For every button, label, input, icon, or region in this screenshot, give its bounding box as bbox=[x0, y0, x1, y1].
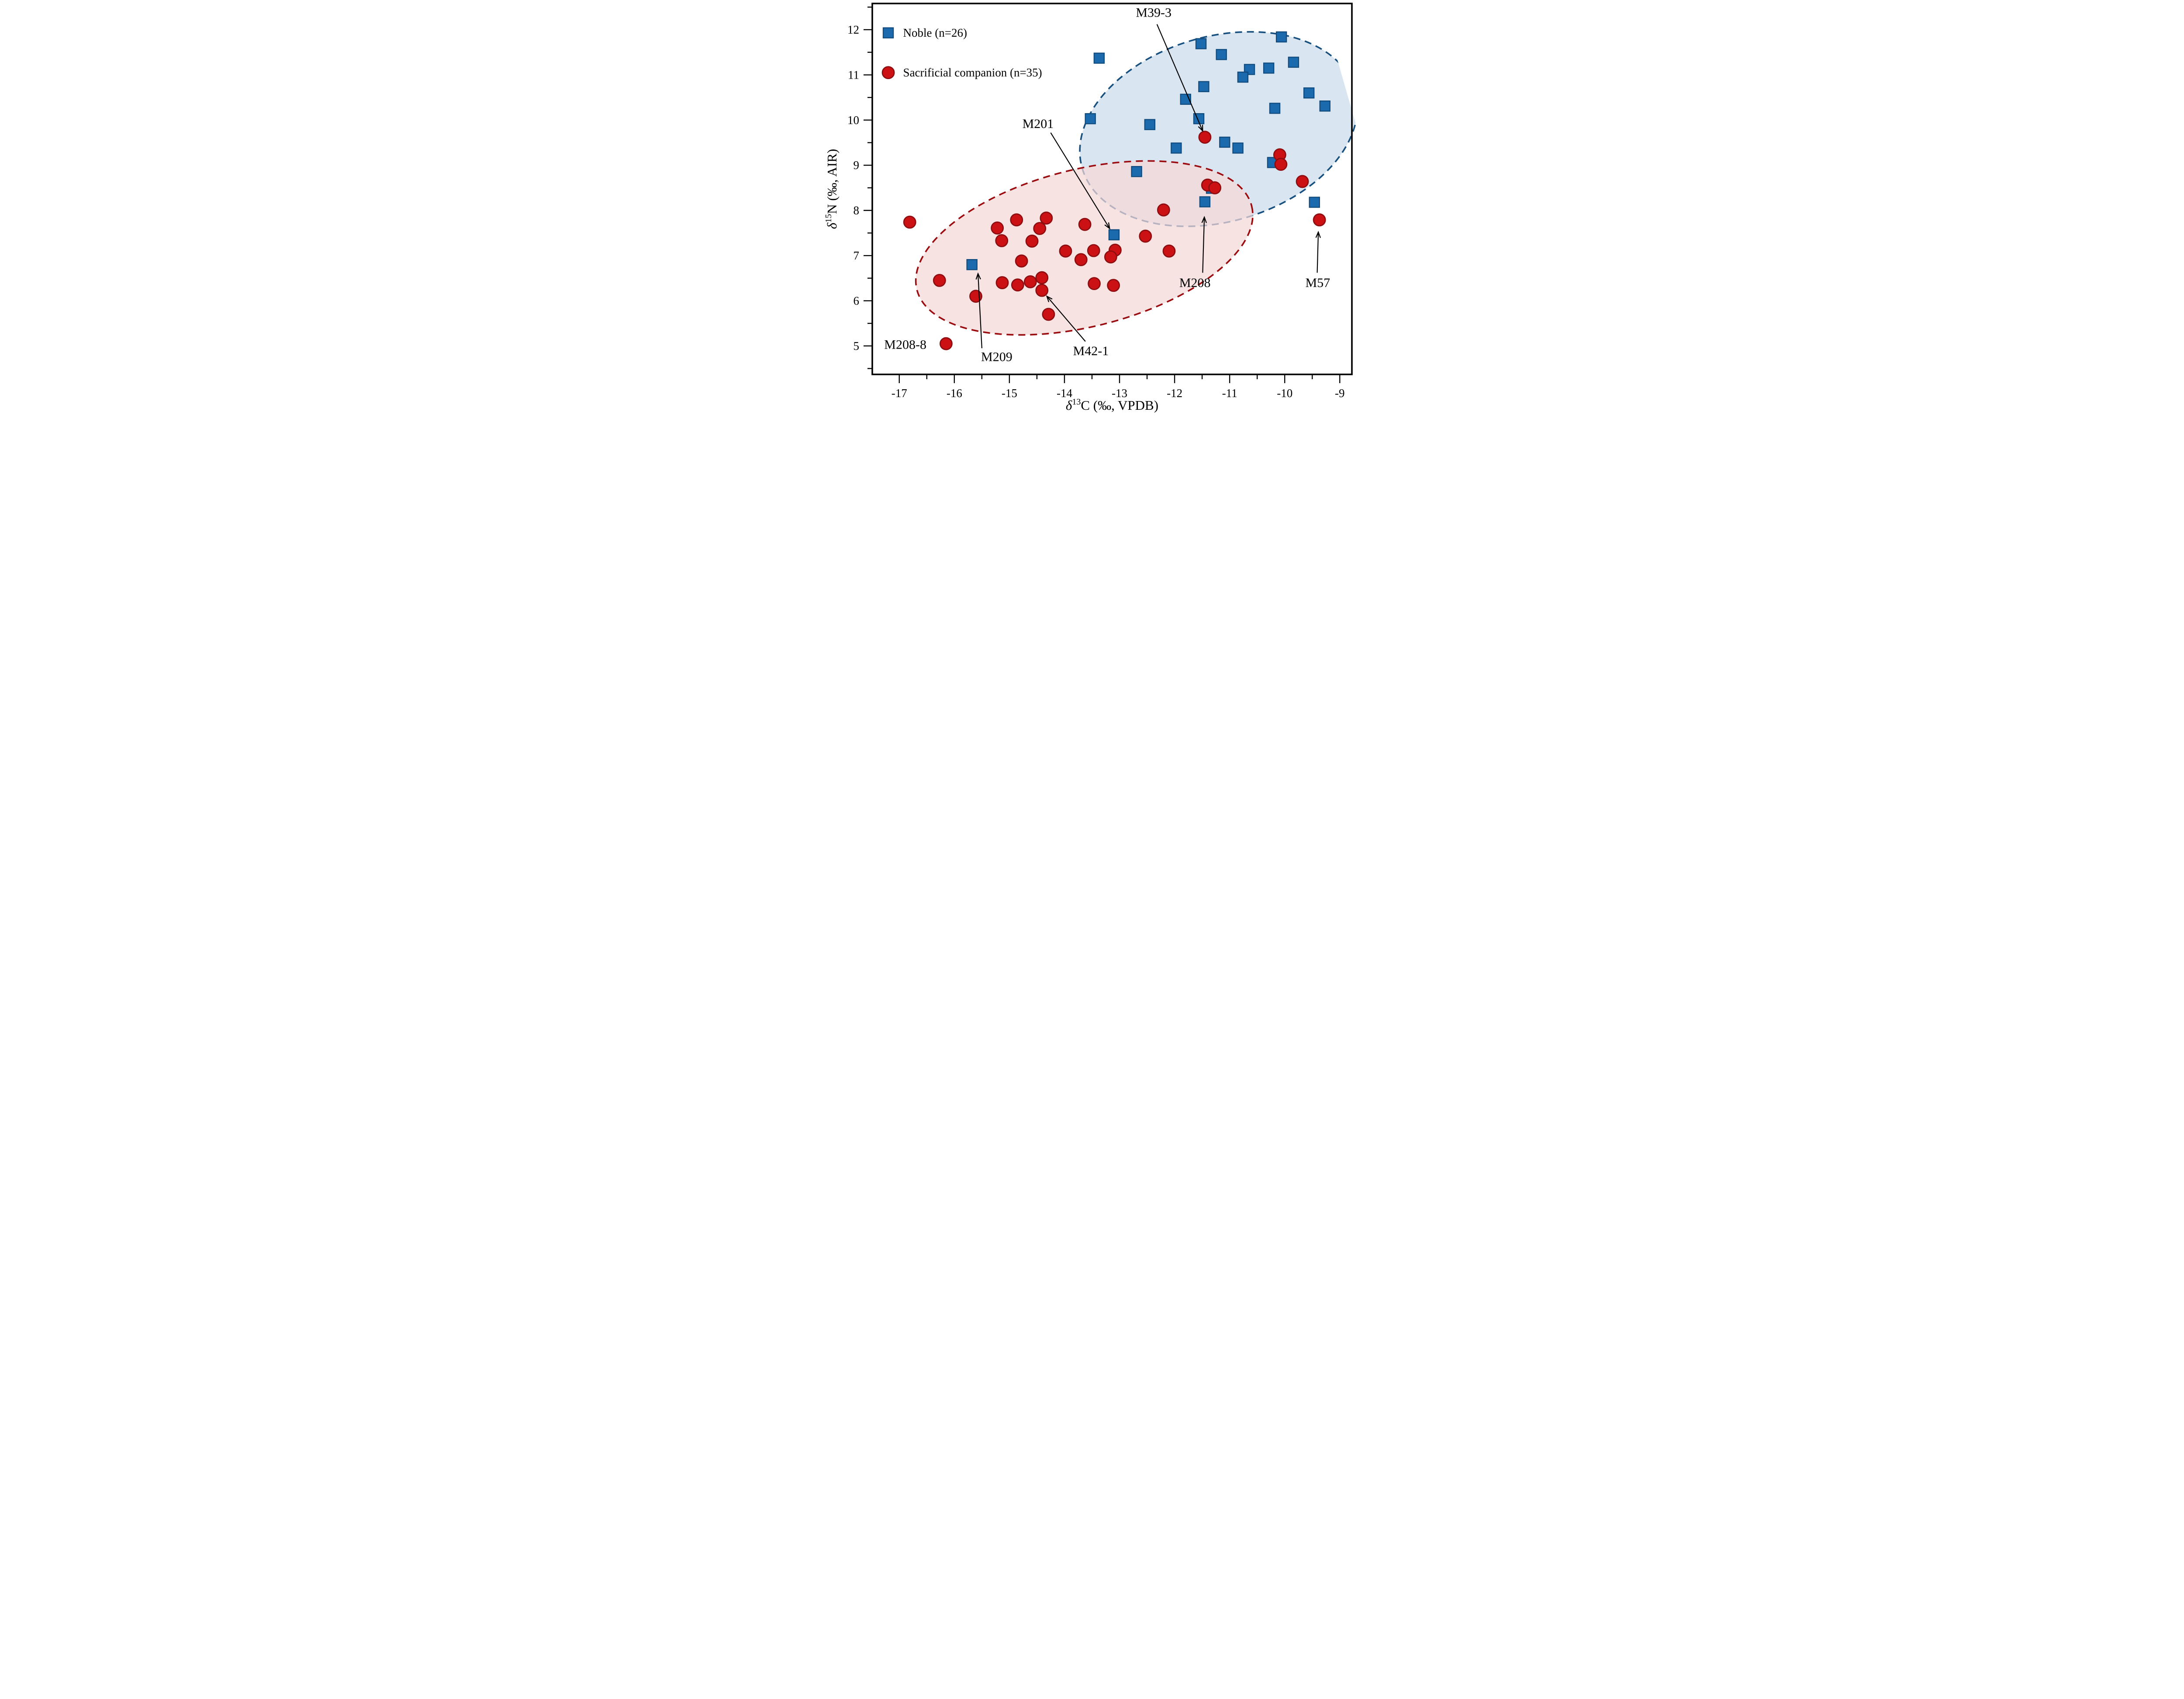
annotation-M39-3-arrow-line bbox=[1156, 24, 1203, 131]
y-tick-label: 10 bbox=[847, 114, 859, 127]
noble-point bbox=[1319, 100, 1330, 112]
companion-point bbox=[1313, 213, 1326, 227]
companion-ellipse bbox=[915, 160, 1254, 336]
x-tick-label: -14 bbox=[1057, 387, 1072, 400]
y-tick-label: 11 bbox=[848, 68, 859, 81]
noble-point bbox=[1275, 31, 1287, 43]
x-tick-label: -10 bbox=[1277, 387, 1292, 400]
legend-marker-noble bbox=[882, 27, 894, 38]
companion-point bbox=[1104, 250, 1117, 264]
companion-point bbox=[1198, 131, 1212, 144]
x-tick-label: -13 bbox=[1112, 387, 1127, 400]
x-tick-label: -12 bbox=[1167, 387, 1182, 400]
companion-point bbox=[1023, 275, 1037, 288]
noble-point bbox=[1198, 81, 1209, 92]
scatter-chart-svg: -17 -16 -15 -14 -13 -12 -11 -10 -9 5 6 7 8 9 10 11 12 δ13… bbox=[824, 3, 1358, 413]
plot-frame bbox=[871, 3, 1353, 375]
annotation-M209-arrow-head bbox=[975, 272, 981, 280]
companion-point bbox=[940, 337, 953, 350]
companion-point bbox=[1139, 229, 1152, 243]
isotope-scatter-figure: -17 -16 -15 -14 -13 -12 -11 -10 -9 5 6 7 8 9 10 11 12 δ13… bbox=[819, 0, 1365, 425]
companion-point bbox=[1162, 244, 1176, 258]
x-tick-label: -17 bbox=[892, 387, 907, 400]
companion-point bbox=[1296, 175, 1309, 188]
noble-point bbox=[1171, 142, 1182, 154]
companion-point bbox=[1059, 244, 1072, 258]
annotation-M209-arrow-line bbox=[977, 273, 982, 349]
noble-point bbox=[1144, 119, 1156, 130]
legend-label: Sacrificial companion (n=35) bbox=[903, 66, 1042, 79]
y-tick-label: 8 bbox=[854, 204, 860, 217]
annotation-M42-1-arrow-head bbox=[1046, 295, 1053, 302]
companion-point bbox=[1157, 203, 1170, 217]
companion-point bbox=[969, 290, 982, 303]
y-tick-label: 7 bbox=[854, 249, 860, 262]
annotation-M208-arrow-line bbox=[1202, 217, 1205, 273]
annotation-M201-arrow-head bbox=[1104, 222, 1110, 230]
y-tick-label: 6 bbox=[854, 294, 860, 307]
companion-point bbox=[1088, 277, 1101, 291]
annotation-M42-1-arrow-line bbox=[1046, 296, 1086, 342]
annotation-M57-arrow-head bbox=[1315, 231, 1321, 238]
companion-point bbox=[903, 215, 916, 229]
noble-point bbox=[1232, 142, 1244, 154]
companion-point bbox=[995, 276, 1009, 289]
annotation-label-M39-3: M39-3 bbox=[1136, 6, 1171, 20]
companion-point bbox=[1107, 279, 1120, 292]
noble-point bbox=[1288, 56, 1299, 68]
legend-label: Noble (n=26) bbox=[903, 26, 967, 39]
companion-point bbox=[995, 234, 1009, 247]
noble-point bbox=[1303, 87, 1315, 99]
companion-point bbox=[1010, 213, 1023, 227]
companion-point bbox=[933, 274, 946, 287]
legend-marker-companion bbox=[881, 66, 895, 80]
annotation-M39-3-arrow-head bbox=[1198, 125, 1203, 132]
companion-point bbox=[1040, 211, 1053, 225]
y-tick-label: 5 bbox=[854, 339, 860, 353]
companion-point bbox=[1208, 181, 1222, 194]
annotation-label-M201: M201 bbox=[1023, 117, 1054, 131]
y-tick-label: 9 bbox=[854, 159, 860, 172]
companion-point bbox=[1078, 218, 1092, 231]
annotation-label-M208-8: M208-8 bbox=[884, 338, 926, 352]
y-tick-label: 12 bbox=[847, 23, 859, 36]
noble-point bbox=[1263, 62, 1275, 74]
x-tick-label: -16 bbox=[947, 387, 962, 400]
companion-point bbox=[1074, 253, 1088, 266]
companion-point bbox=[1042, 308, 1055, 321]
annotation-M201-arrow-line bbox=[1050, 132, 1110, 229]
y-axis-title: δ15N (‰, AIR) bbox=[824, 149, 840, 229]
noble-point bbox=[1195, 38, 1207, 49]
companion-point bbox=[1274, 158, 1288, 171]
companion-point bbox=[991, 221, 1004, 235]
annotation-M208-arrow-head bbox=[1201, 216, 1207, 223]
noble-point bbox=[966, 259, 978, 270]
annotation-M57-arrow-line bbox=[1317, 232, 1319, 273]
companion-point bbox=[1035, 271, 1049, 284]
x-tick-label: -11 bbox=[1222, 387, 1237, 400]
noble-point bbox=[1216, 49, 1227, 60]
noble-point bbox=[1219, 136, 1230, 148]
noble-point bbox=[1269, 103, 1281, 114]
annotation-label-M57: M57 bbox=[1305, 276, 1330, 290]
noble-point bbox=[1199, 196, 1211, 208]
companion-point bbox=[1015, 254, 1028, 268]
noble-point bbox=[1131, 166, 1142, 177]
annotation-label-M209: M209 bbox=[981, 350, 1013, 364]
noble-point bbox=[1085, 113, 1096, 125]
companion-point bbox=[1033, 222, 1047, 235]
noble-point bbox=[1237, 71, 1249, 83]
x-axis-title: δ13C (‰, VPDB) bbox=[1066, 397, 1158, 413]
companion-point bbox=[1035, 284, 1049, 297]
noble-point bbox=[1108, 229, 1120, 241]
companion-point bbox=[1011, 278, 1024, 292]
companion-point bbox=[1087, 244, 1100, 257]
x-tick-label: -15 bbox=[1002, 387, 1017, 400]
annotation-label-M42-1: M42-1 bbox=[1073, 344, 1109, 358]
companion-point bbox=[1025, 235, 1039, 248]
x-tick-label: -9 bbox=[1335, 387, 1345, 400]
annotation-label-M208: M208 bbox=[1179, 276, 1211, 290]
noble-point bbox=[1309, 197, 1320, 208]
noble-point bbox=[1093, 52, 1105, 64]
